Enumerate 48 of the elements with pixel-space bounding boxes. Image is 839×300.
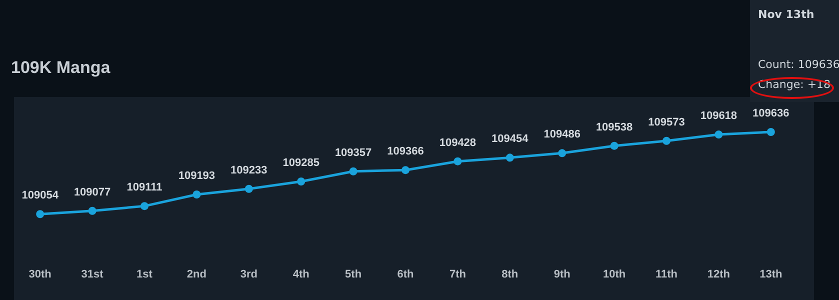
data-label: 109454	[492, 133, 530, 146]
point	[244, 184, 253, 193]
point	[454, 157, 462, 166]
x-tick-label: 4th	[292, 268, 310, 280]
x-tick-label: 30th	[28, 268, 52, 280]
text: Nov 13th	[758, 8, 814, 21]
x-tick-label: 1st	[136, 268, 153, 280]
point	[36, 210, 44, 218]
text: Count: 109636	[758, 58, 839, 71]
data-label: 109636	[752, 108, 790, 120]
point	[140, 202, 148, 210]
chart-title: 109K Manga	[11, 58, 111, 77]
data-label: 109077	[74, 186, 111, 198]
point	[610, 142, 618, 150]
data-label: 109366	[387, 146, 424, 158]
point	[192, 190, 201, 198]
x-tick-label: 3rd	[240, 268, 258, 280]
data-label: 109486	[544, 128, 580, 141]
data-label: 109538	[596, 121, 633, 134]
x-tick-label: 11th	[655, 268, 678, 280]
point	[402, 166, 410, 174]
point	[766, 128, 775, 136]
x-tick-label: 6th	[397, 268, 414, 280]
x-tick-label: 8th	[502, 268, 518, 280]
data-label: 109193	[178, 170, 216, 182]
data-label: 109111	[126, 182, 162, 194]
x-tick-label: 9th	[554, 268, 571, 280]
x-tick-label: 31st	[81, 268, 104, 280]
x-tick-label: 13th	[760, 268, 782, 280]
data-label: 109618	[700, 110, 738, 122]
data-label: 109054	[22, 190, 60, 202]
data-label: 109357	[334, 146, 372, 159]
x-tick-label: 10th	[602, 268, 626, 280]
data-label: 109573	[648, 116, 685, 128]
point	[558, 149, 566, 158]
point	[506, 154, 514, 162]
data-label: 109428	[439, 136, 476, 149]
point	[714, 130, 723, 139]
x-tick-label: 12th	[707, 268, 730, 280]
point	[88, 206, 96, 215]
point	[662, 136, 670, 145]
data-label: 109233	[230, 164, 268, 176]
x-tick-label: 7th	[449, 268, 466, 280]
point	[349, 167, 358, 176]
point	[297, 178, 306, 186]
data-label: 109285	[282, 157, 320, 170]
x-tick-label: 5th	[345, 268, 362, 280]
x-tick-label: 2nd	[186, 268, 206, 280]
